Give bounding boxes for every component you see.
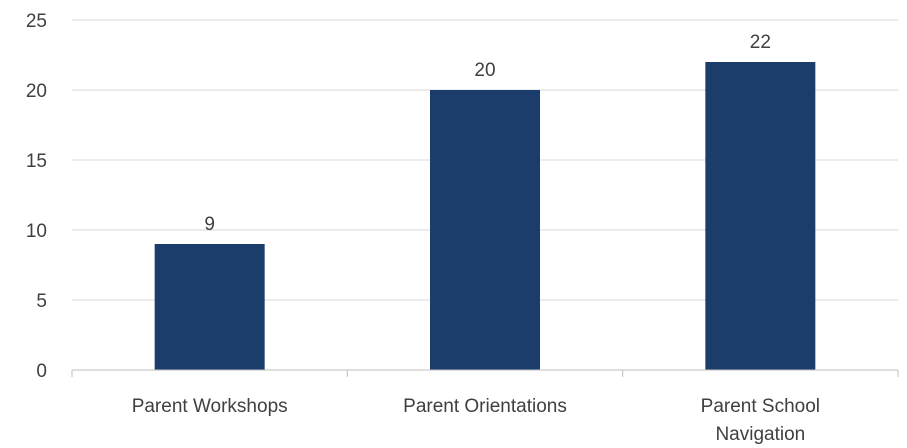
data-label: 22 xyxy=(750,32,771,53)
category-label: Parent Orientations xyxy=(403,396,567,417)
bars xyxy=(154,62,816,370)
data-label: 20 xyxy=(474,60,495,81)
y-axis-ticks: 0 5 10 15 20 25 xyxy=(26,11,47,382)
y-tick-label: 0 xyxy=(36,361,47,382)
y-tick-label: 15 xyxy=(26,151,47,172)
category-labels: Parent Workshops Parent Orientations Paren… xyxy=(132,396,820,445)
data-labels: 9 20 22 xyxy=(204,32,771,235)
y-tick-label: 5 xyxy=(36,291,47,312)
y-tick-label: 10 xyxy=(26,221,47,242)
x-axis xyxy=(71,369,899,377)
bar xyxy=(705,62,816,370)
y-tick-label: 25 xyxy=(26,11,47,32)
category-label: Parent Workshops xyxy=(132,396,288,417)
data-label: 9 xyxy=(204,214,215,235)
y-tick-label: 20 xyxy=(26,81,47,102)
category-label: Parent School xyxy=(701,396,820,417)
bar xyxy=(154,244,265,370)
category-label: Navigation xyxy=(715,424,805,445)
bar xyxy=(430,90,540,370)
